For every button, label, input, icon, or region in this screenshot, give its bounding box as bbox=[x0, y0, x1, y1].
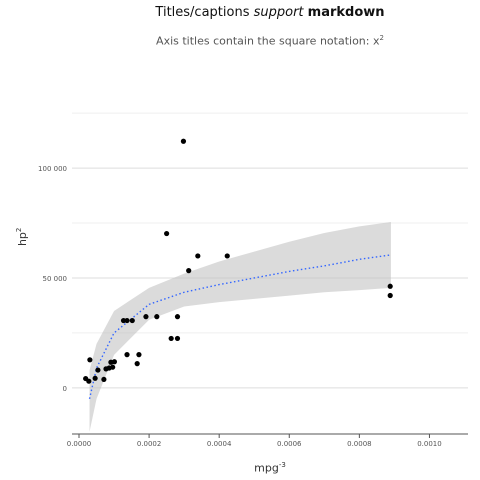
data-point bbox=[92, 375, 98, 381]
data-point bbox=[186, 268, 192, 274]
data-point bbox=[136, 352, 142, 358]
x-axis-label: mpg-3 bbox=[72, 461, 468, 475]
data-point bbox=[387, 292, 393, 299]
data-point bbox=[134, 361, 140, 367]
x-tick-label: 0.0004 bbox=[207, 440, 232, 448]
title-bold: markdown bbox=[307, 5, 385, 20]
x-axis-label-text: mpg bbox=[254, 461, 279, 475]
subtitle-sup: 2 bbox=[379, 34, 384, 42]
x-tick-label: 0.0000 bbox=[67, 440, 92, 448]
y-axis-label-sup: 2 bbox=[15, 227, 24, 233]
x-tick-label: 0.0006 bbox=[277, 440, 302, 448]
x-tick-label: 0.0002 bbox=[137, 440, 162, 448]
chart-title: Titles/captions support markdown bbox=[0, 5, 480, 20]
chart-subtitle: Axis titles contain the square notation:… bbox=[0, 34, 480, 48]
data-point bbox=[124, 317, 130, 324]
title-prefix: Titles/captions bbox=[155, 5, 254, 20]
data-point bbox=[387, 283, 393, 289]
x-tick-label: 0.0010 bbox=[417, 440, 442, 448]
data-point bbox=[143, 314, 149, 320]
data-point bbox=[174, 335, 181, 342]
y-tick-label: 50 000 bbox=[43, 275, 68, 283]
y-axis-label: hp2 bbox=[15, 217, 29, 257]
y-tick-label: 0 bbox=[63, 385, 67, 393]
data-point bbox=[224, 253, 230, 259]
data-point bbox=[110, 364, 116, 370]
data-point bbox=[174, 314, 181, 320]
data-point bbox=[195, 253, 201, 259]
data-point bbox=[86, 378, 92, 384]
data-point bbox=[154, 314, 160, 320]
data-point bbox=[164, 230, 170, 237]
data-point bbox=[124, 352, 130, 358]
data-point bbox=[111, 359, 118, 365]
confidence-ribbon bbox=[89, 221, 391, 432]
data-point bbox=[87, 357, 93, 363]
title-italic: support bbox=[253, 5, 304, 20]
subtitle-text: Axis titles contain the square notation:… bbox=[156, 34, 380, 48]
data-point bbox=[129, 317, 135, 324]
y-axis-label-text: hp bbox=[15, 232, 29, 247]
data-point bbox=[180, 138, 187, 144]
data-point bbox=[101, 376, 107, 383]
x-tick-label: 0.0008 bbox=[347, 440, 372, 448]
x-axis-label-sup: -3 bbox=[278, 461, 286, 469]
y-tick-label: 100 000 bbox=[38, 165, 67, 173]
data-point bbox=[168, 335, 174, 342]
data-point bbox=[95, 367, 101, 373]
fit-line bbox=[88, 254, 391, 399]
